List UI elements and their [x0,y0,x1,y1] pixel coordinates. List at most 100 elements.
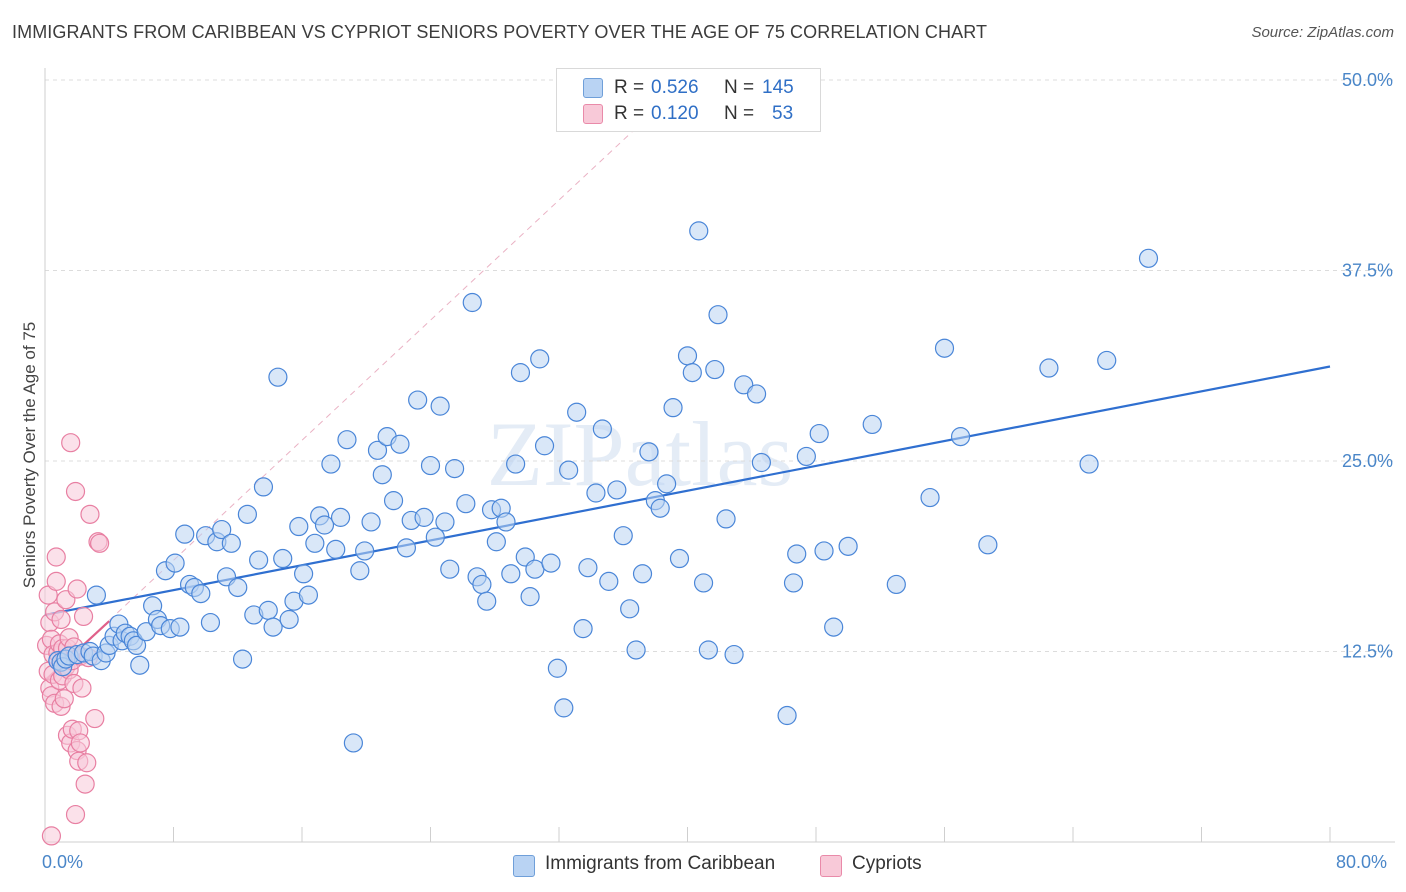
caribbean-point [305,533,325,553]
caribbean-point [862,414,882,435]
caribbean-point [751,452,771,473]
caribbean-point [326,539,346,559]
caribbean-point [337,430,357,450]
cypriots-point [61,433,81,453]
caribbean-point [350,561,370,581]
caribbean-point [425,527,445,547]
cypriots-point [77,753,97,773]
cypriots-point [46,547,66,567]
caribbean-point [390,434,410,454]
cypriots-point [51,609,71,630]
caribbean-point [221,533,241,553]
caribbean-point [396,538,417,558]
legend-r-value: 0.120 [651,103,699,124]
caribbean-point [249,550,269,570]
caribbean-point [746,384,767,404]
caribbean-point [567,402,587,422]
cypriots-point [85,708,105,729]
caribbean-point [444,459,465,479]
caribbean-point [279,609,299,630]
caribbean-point [477,591,497,611]
caribbean-point [626,640,646,660]
cypriots-trend-extended [44,79,688,681]
caribbean-point [165,553,185,573]
cypriots-point [80,504,100,524]
x-tick-label-max: 80.0% [1336,852,1388,872]
caribbean-points [48,221,1159,753]
chart-title: IMMIGRANTS FROM CARIBBEAN VS CYPRIOT SEN… [12,22,988,42]
caribbean-point [578,558,598,578]
caribbean-point [632,564,653,584]
caribbean-point [191,583,211,604]
caribbean-point [650,498,670,518]
caribbean-point [294,564,314,584]
caribbean-point [525,559,545,579]
caribbean-point [809,423,829,444]
caribbean-point [486,532,506,552]
caribbean-point [130,655,150,675]
caribbean-point [534,436,555,456]
caribbean-point [607,480,627,500]
caribbean-point [669,548,690,569]
caribbean-point [170,617,190,637]
caribbean-point [554,698,574,718]
caribbean-point [212,519,232,540]
caribbean-point [420,455,441,476]
caribbean-point [693,573,714,593]
cypriots-point [75,774,95,794]
caribbean-point [289,516,309,537]
caribbean-point [559,460,579,480]
caribbean-point [440,559,460,579]
caribbean-point [1097,350,1117,371]
cypriots-point [67,579,87,599]
caribbean-point [613,526,633,546]
legend-swatch-cypriots [583,104,603,124]
caribbean-point [814,541,834,561]
caribbean-point [298,585,319,605]
caribbean-point [599,571,619,591]
legend-n-value: 53 [772,103,794,124]
caribbean-point [510,363,531,383]
caribbean-point [237,504,257,524]
cypriots-point [70,733,90,753]
caribbean-point [639,442,659,462]
cypriots-points [37,433,110,846]
caribbean-point [824,617,844,637]
caribbean-point [724,644,744,665]
caribbean-point [175,524,195,544]
caribbean-point [200,612,221,633]
caribbean-point [228,577,248,598]
caribbean-point [698,640,718,660]
caribbean-point [657,474,677,494]
x-tick-label-min: 0.0% [42,852,84,872]
caribbean-point [86,585,107,605]
caribbean-trend-line [44,365,1331,617]
caribbean-point [705,359,725,380]
caribbean-point [592,419,612,439]
caribbean-point [430,396,450,416]
caribbean-point [367,440,388,460]
legend-swatch-caribbean [583,78,603,98]
caribbean-point [506,454,526,474]
cypriots-point [54,689,74,709]
caribbean-point [472,574,492,595]
bottom-legend-label-caribbean: Immigrants from Caribbean [545,853,776,874]
caribbean-point [886,574,906,595]
caribbean-point [978,535,998,555]
caribbean-point [586,483,606,503]
caribbean-point [435,512,455,532]
caribbean-point [677,346,698,366]
caribbean-point [708,305,728,325]
caribbean-point [372,465,392,485]
caribbean-point [689,221,709,241]
cypriots-point [65,804,86,825]
caribbean-point [682,363,702,383]
caribbean-point [716,509,736,529]
caribbean-point [314,515,335,535]
caribbean-point [950,427,971,447]
caribbean-point [355,541,375,561]
legend-n-value: 145 [762,77,794,98]
y-tick-label: 25.0% [1342,451,1393,471]
y-tick-labels: 12.5% 25.0% 37.5% 50.0% [1342,70,1393,662]
